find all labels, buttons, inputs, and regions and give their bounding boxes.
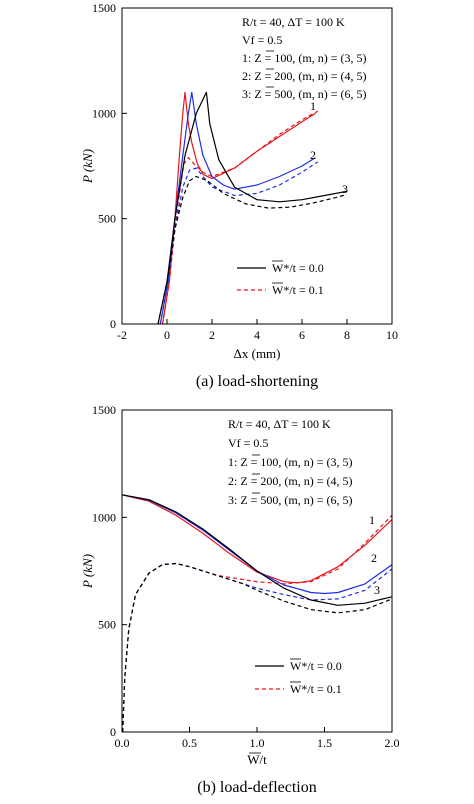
series-line-3-perfect — [122, 494, 392, 606]
annotation-vf: Vf = 0.5 — [228, 436, 268, 450]
chart-load-deflection: 0.0 0.5 1.0 1.5 2.0 0 500 1000 1500 R/t = 40, Δ… — [80, 403, 400, 796]
x-tick-label: 1.5 — [317, 736, 332, 750]
series-line-1-perfect — [161, 91, 316, 324]
x-tick-label: -2 — [117, 328, 127, 342]
x-tick-label: 8 — [344, 328, 350, 342]
annotation-case-1: 1: Z = 100, (m, n) = (3, 5) — [228, 455, 353, 469]
y-tick-label: 0 — [110, 317, 116, 331]
x-ticks-b: 0.0 0.5 1.0 1.5 2.0 — [115, 727, 400, 750]
curve-label-2: 2 — [371, 551, 377, 565]
annotation-case-2: 2: Z = 200, (m, n) = (4, 5) — [242, 69, 367, 83]
series-line-3-perfect — [157, 91, 348, 324]
legend-solid-label: W*/t = 0.0 — [272, 261, 324, 275]
x-tick-label: 2.0 — [385, 736, 400, 750]
legend-a: W*/t = 0.0 W*/t = 0.1 — [237, 260, 324, 297]
curve-label-3: 3 — [342, 182, 348, 196]
y-axis-title-b: P (kN) — [80, 554, 95, 589]
series-line-1-imperfect — [122, 514, 392, 732]
x-tick-label: 4 — [254, 328, 260, 342]
series-line-3-imperfect — [157, 175, 348, 324]
x-tick-label: 2 — [209, 328, 215, 342]
annotation-params: R/t = 40, ΔT = 100 K — [242, 15, 345, 29]
y-axis-title-a: P (kN) — [80, 149, 95, 184]
series-line-2-perfect — [159, 91, 316, 324]
x-tick-label: 0.5 — [182, 736, 197, 750]
y-ticks-a: 0 500 1000 1500 — [92, 1, 127, 331]
x-axis-title-a: Δx (mm) — [234, 346, 281, 361]
annotation-params: R/t = 40, ΔT = 100 K — [228, 417, 331, 431]
y-tick-label: 1000 — [92, 106, 116, 120]
annotation-case-3: 3: Z = 500, (m, n) = (6, 5) — [228, 493, 353, 507]
curve-label-1: 1 — [369, 513, 375, 527]
y-tick-label: 0 — [110, 725, 116, 739]
legend-b: W*/t = 0.0 W*/t = 0.1 — [255, 658, 342, 696]
y-tick-label: 1000 — [92, 510, 116, 524]
x-tick-label: 1.0 — [250, 736, 265, 750]
x-ticks-a: -2 0 2 4 6 8 10 — [117, 319, 398, 342]
legend-solid-label: W*/t = 0.0 — [290, 659, 342, 673]
annotation-case-1: 1: Z = 100, (m, n) = (3, 5) — [242, 51, 367, 65]
series-line-2-imperfect — [159, 161, 319, 324]
curve-label-3: 3 — [374, 583, 380, 597]
annotation-vf: Vf = 0.5 — [242, 33, 282, 47]
x-tick-label: 6 — [299, 328, 305, 342]
y-tick-label: 1500 — [92, 1, 116, 15]
y-ticks-b: 0 500 1000 1500 — [92, 403, 127, 739]
curve-label-1: 1 — [310, 99, 316, 113]
legend-dashed-label: W*/t = 0.1 — [272, 283, 324, 297]
x-axis-title-b: W/t — [247, 752, 267, 767]
series-line-3-imperfect — [122, 562, 392, 732]
series-line-1-perfect — [122, 494, 392, 584]
plot-frame-a — [121, 7, 393, 325]
plot-frame-b — [121, 409, 393, 733]
caption-a: (a) load-shortening — [196, 373, 318, 390]
series-a — [157, 91, 348, 324]
annotation-case-3: 3: Z = 500, (m, n) = (6, 5) — [242, 87, 367, 101]
y-tick-label: 500 — [98, 212, 116, 226]
x-tick-label: 0 — [164, 328, 170, 342]
curve-label-2: 2 — [310, 148, 316, 162]
legend-dashed-label: W*/t = 0.1 — [290, 682, 342, 696]
x-tick-label: 10 — [386, 328, 398, 342]
series-line-2-perfect — [122, 494, 392, 595]
caption-b: (b) load-deflection — [197, 779, 317, 796]
y-tick-label: 1500 — [92, 403, 116, 417]
series-b — [122, 494, 392, 732]
x-tick-label: 0.0 — [115, 736, 130, 750]
y-tick-label: 500 — [98, 618, 116, 632]
annotation-case-2: 2: Z = 200, (m, n) = (4, 5) — [228, 474, 353, 488]
